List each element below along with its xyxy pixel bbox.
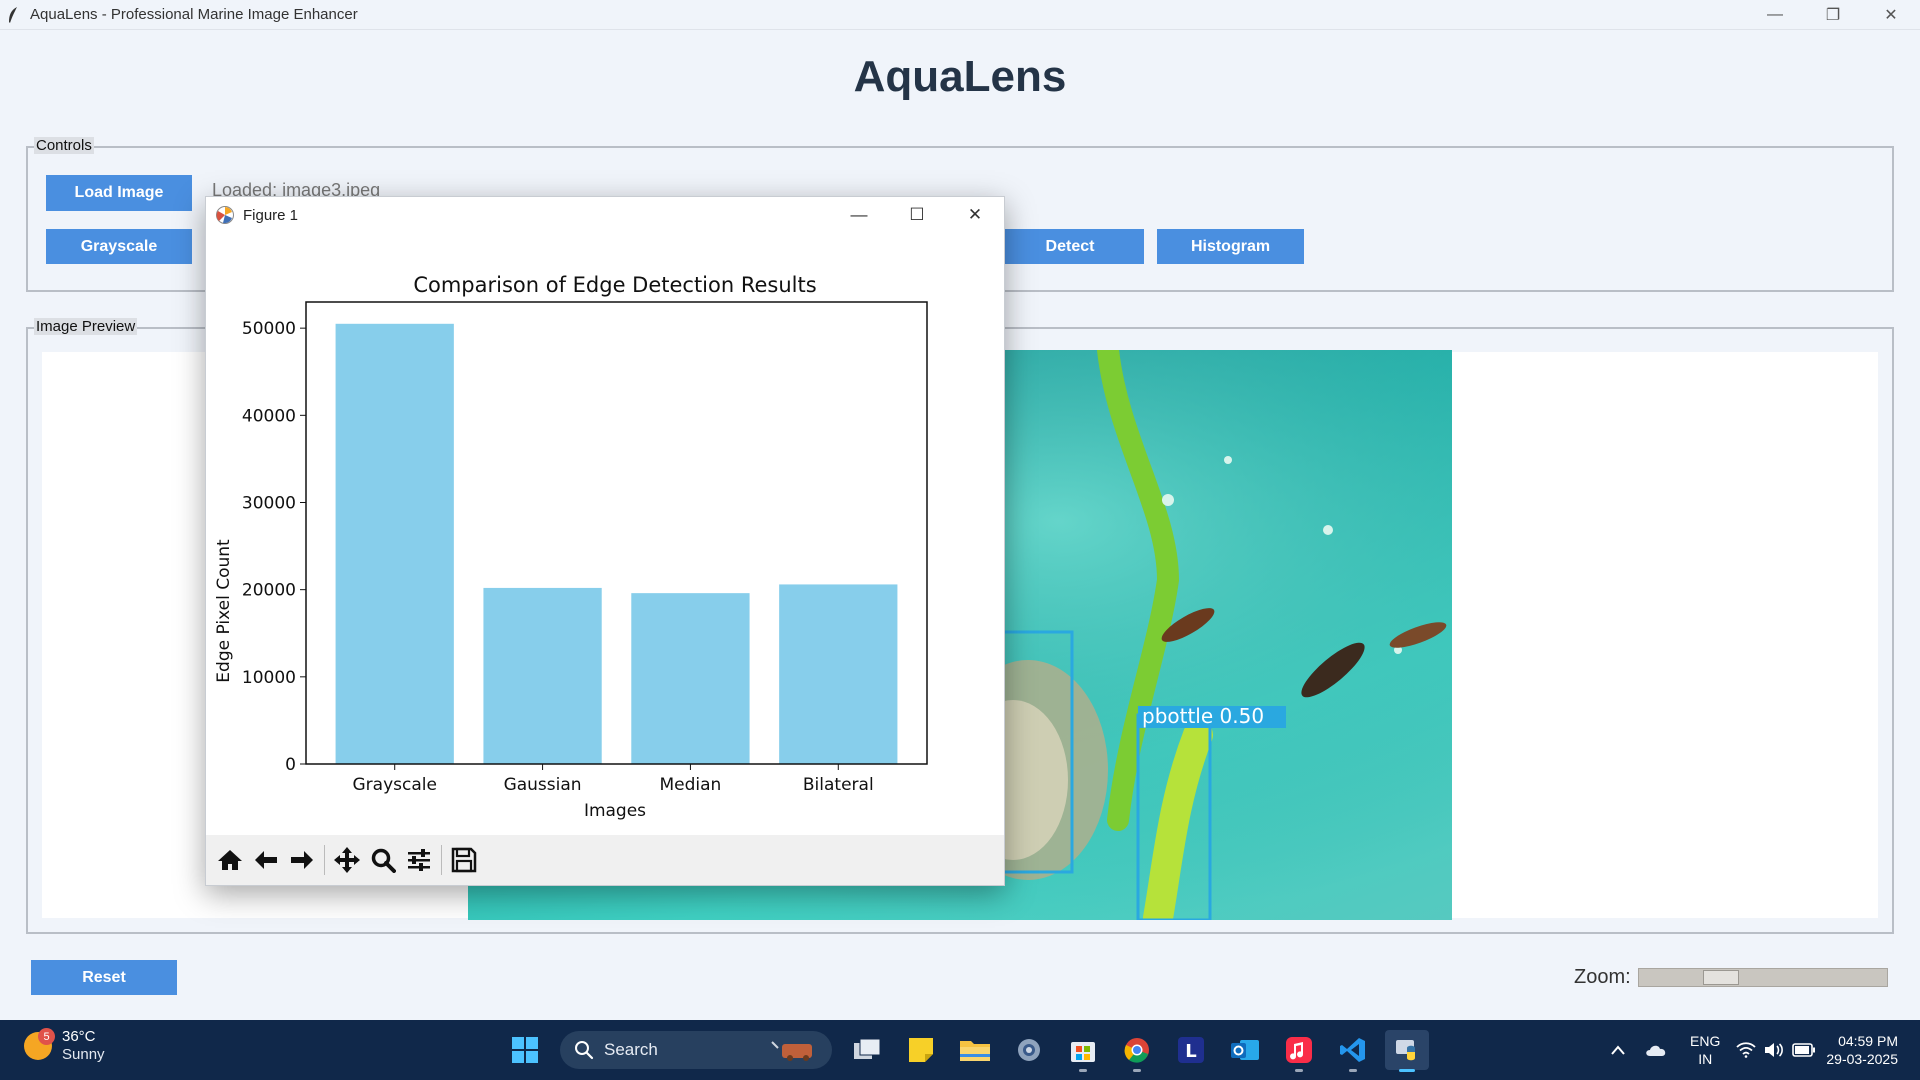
window-titlebar: AquaLens - Professional Marine Image Enh… <box>0 0 1920 30</box>
sticky-notes-icon[interactable] <box>899 1030 943 1070</box>
forward-icon[interactable] <box>284 842 320 878</box>
chrome-icon[interactable] <box>1115 1030 1159 1072</box>
chart-plot-frame <box>305 301 928 765</box>
bar-gaussian <box>483 587 602 764</box>
x-tick-label: Gaussian <box>504 775 582 795</box>
grayscale-button[interactable]: Grayscale <box>46 229 192 264</box>
volume-icon[interactable] <box>1764 1042 1784 1058</box>
weather-temperature: 36°C <box>62 1028 96 1045</box>
running-indicator <box>1349 1069 1357 1072</box>
weather-badge: 5 <box>38 1028 55 1045</box>
figure-toolbar <box>206 835 1004 885</box>
onedrive-icon[interactable] <box>1644 1042 1668 1058</box>
search-highlight-icon <box>768 1036 822 1064</box>
detect-button[interactable]: Detect <box>996 229 1144 264</box>
figure-window: Figure 1 — ☐ ✕ Comparison of Edge Detect… <box>205 196 1005 886</box>
apple-music-icon[interactable] <box>1277 1030 1321 1072</box>
figure-close-button[interactable]: ✕ <box>967 205 983 224</box>
x-tick-label: Grayscale <box>352 775 436 795</box>
microsoft-store-icon[interactable] <box>1061 1030 1105 1072</box>
weather-widget[interactable]: 5 36°C Sunny <box>24 1028 105 1064</box>
loaded-file-label: Loaded: image3.jpeg <box>212 180 381 200</box>
running-indicator <box>1295 1069 1303 1072</box>
load-image-button[interactable]: Load Image <box>46 175 192 211</box>
chart-xlabel: Images <box>584 801 646 821</box>
language-line2: IN <box>1698 1051 1713 1067</box>
configure-icon[interactable] <box>401 842 437 878</box>
reset-button[interactable]: Reset <box>31 960 177 995</box>
clock-date: 29-03-2025 <box>1826 1051 1898 1067</box>
image-preview-label: Image Preview <box>34 318 138 335</box>
pan-icon[interactable] <box>329 842 365 878</box>
y-tick-label: 30000 <box>242 493 296 513</box>
window-title: AquaLens - Professional Marine Image Enh… <box>30 6 358 23</box>
clock-time: 04:59 PM <box>1838 1033 1898 1049</box>
save-icon[interactable] <box>446 842 482 878</box>
svg-text:L: L <box>1185 1041 1196 1062</box>
y-tick-label: 10000 <box>242 668 296 688</box>
language-line1: ENG <box>1690 1033 1721 1049</box>
zoom-slider[interactable] <box>1638 968 1888 987</box>
outlook-icon[interactable] <box>1223 1030 1267 1070</box>
zoom-icon[interactable] <box>365 842 401 878</box>
vscode-icon[interactable] <box>1331 1030 1375 1072</box>
chart-title: Comparison of Edge Detection Results <box>413 273 816 297</box>
search-icon <box>574 1040 594 1060</box>
chart-ylabel: Edge Pixel Count <box>214 539 234 683</box>
figure-title: Figure 1 <box>243 206 299 224</box>
chevron-up-icon[interactable] <box>1610 1044 1626 1056</box>
histogram-button[interactable]: Histogram <box>1157 229 1304 264</box>
zoom-label: Zoom: <box>1574 966 1631 988</box>
toolbar-separator <box>324 845 325 875</box>
running-indicator <box>1399 1069 1415 1072</box>
figure-maximize-button[interactable]: ☐ <box>909 205 925 224</box>
language-indicator[interactable]: ENG IN <box>1690 1032 1720 1068</box>
battery-icon[interactable] <box>1792 1043 1816 1057</box>
feather-icon <box>6 6 20 24</box>
taskbar-clock[interactable]: 04:59 PM 29-03-2025 <box>1826 1032 1898 1068</box>
x-tick-label: Bilateral <box>803 775 874 795</box>
wifi-icon[interactable] <box>1736 1042 1757 1058</box>
task-view-icon[interactable] <box>845 1030 889 1070</box>
back-icon[interactable] <box>248 842 284 878</box>
y-tick-label: 40000 <box>242 406 296 426</box>
l-app-icon[interactable]: L <box>1169 1030 1213 1070</box>
y-tick-label: 0 <box>285 755 296 775</box>
settings-icon[interactable] <box>1007 1030 1051 1070</box>
edge-detection-chart: Comparison of Edge Detection Results Edg… <box>214 273 928 821</box>
sun-icon: 5 <box>24 1028 55 1060</box>
taskbar-search[interactable]: Search <box>560 1031 832 1069</box>
home-icon[interactable] <box>212 842 248 878</box>
bar-median <box>631 593 750 764</box>
minimize-button[interactable]: — <box>1767 6 1783 23</box>
start-button[interactable] <box>503 1030 547 1070</box>
x-tick-label: Median <box>660 775 722 795</box>
restore-button[interactable]: ❐ <box>1825 7 1841 24</box>
running-indicator <box>1133 1069 1141 1072</box>
controls-label: Controls <box>34 137 94 154</box>
figure-titlebar: Figure 1 — ☐ ✕ <box>206 197 1004 233</box>
app-heading: AquaLens <box>853 52 1067 101</box>
running-indicator <box>1079 1069 1087 1072</box>
y-tick-label: 20000 <box>242 581 296 601</box>
close-button[interactable]: ✕ <box>1884 7 1898 24</box>
detection-label: pbottle 0.50 <box>1142 704 1264 728</box>
taskbar: 5 36°C Sunny Search <box>0 1020 1920 1080</box>
bar-grayscale <box>335 323 454 764</box>
zoom-slider-thumb[interactable] <box>1702 970 1739 985</box>
bar-bilateral <box>779 584 898 764</box>
weather-condition: Sunny <box>62 1046 105 1063</box>
matplotlib-icon <box>215 205 235 225</box>
y-tick-label: 50000 <box>242 319 296 339</box>
toolbar-separator <box>441 845 442 875</box>
python-app-icon[interactable] <box>1385 1030 1429 1072</box>
file-explorer-icon[interactable] <box>953 1030 997 1070</box>
figure-minimize-button[interactable]: — <box>850 205 868 224</box>
search-placeholder: Search <box>604 1040 658 1059</box>
